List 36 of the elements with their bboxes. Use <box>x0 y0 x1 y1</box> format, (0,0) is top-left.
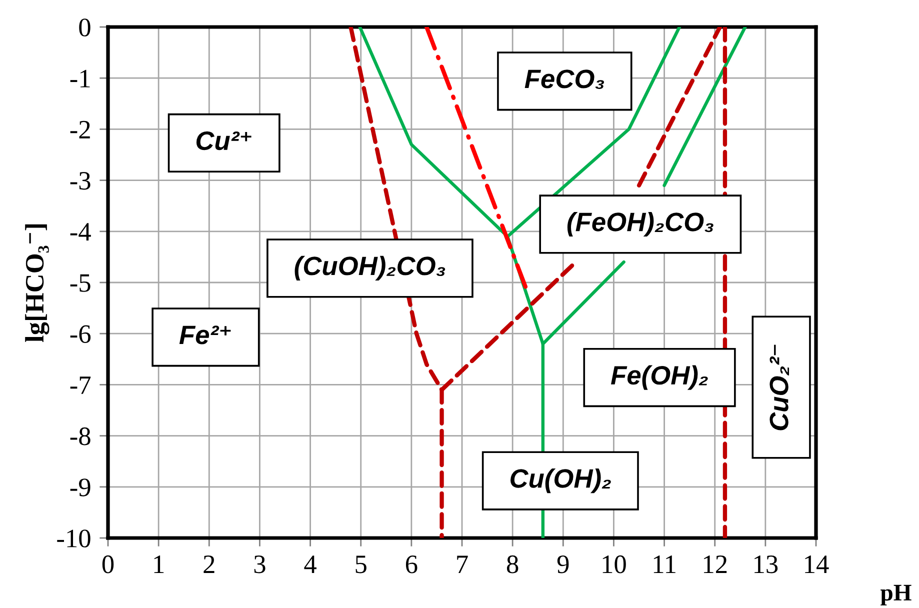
x-tick-label: 6 <box>406 556 418 574</box>
annotation: (FeOH)₂CO₃ <box>567 212 714 237</box>
annotation: Fe(OH)₂ <box>610 365 708 390</box>
y-tick-label: -2 <box>70 120 90 138</box>
x-tick-label: 9 <box>557 556 569 574</box>
x-tick-label: 0 <box>102 555 114 574</box>
y-tick-label: -8 <box>70 427 90 446</box>
x-tick-label: 10 <box>602 555 626 574</box>
y-axis-title: lg[HCO₃⁻] <box>25 224 50 342</box>
y-tick-label: -9 <box>70 478 90 496</box>
y-tick-label: -10 <box>57 530 90 548</box>
x-tick-label: 2 <box>204 556 214 573</box>
y-tick-label: -4 <box>70 223 91 241</box>
annotation: FeCO₃ <box>524 70 604 89</box>
y-tick-label: -1 <box>70 70 90 88</box>
x-tick-label: 13 <box>754 556 778 574</box>
x-tick-label: 14 <box>805 556 829 573</box>
y-tick-label: -7 <box>70 376 91 394</box>
annotation: Cu²⁺ <box>196 131 252 150</box>
x-tick-label: 11 <box>654 556 676 573</box>
y-tick-label: -3 <box>70 172 90 190</box>
x-tick-label: 12 <box>704 556 727 573</box>
annotation: Fe²⁺ <box>179 326 231 344</box>
annotation: Cu(OH)₂ <box>510 468 611 494</box>
x-tick-label: 7 <box>457 556 468 573</box>
x-tick-label: 3 <box>254 556 266 574</box>
annotation: (CuOH)₂CO₃ <box>294 256 446 280</box>
y-tick-label: -5 <box>70 274 90 292</box>
x-tick-label: 8 <box>506 555 518 574</box>
annotation: CuO₂²⁻ <box>770 344 790 430</box>
y-tick-label: -6 <box>70 325 91 344</box>
x-tick-label: 5 <box>356 556 366 574</box>
x-tick-label: 4 <box>304 556 316 573</box>
x-tick-label: 1 <box>154 556 164 573</box>
x-axis-title: pH <box>880 584 912 606</box>
y-tick-label: 0 <box>79 18 90 36</box>
